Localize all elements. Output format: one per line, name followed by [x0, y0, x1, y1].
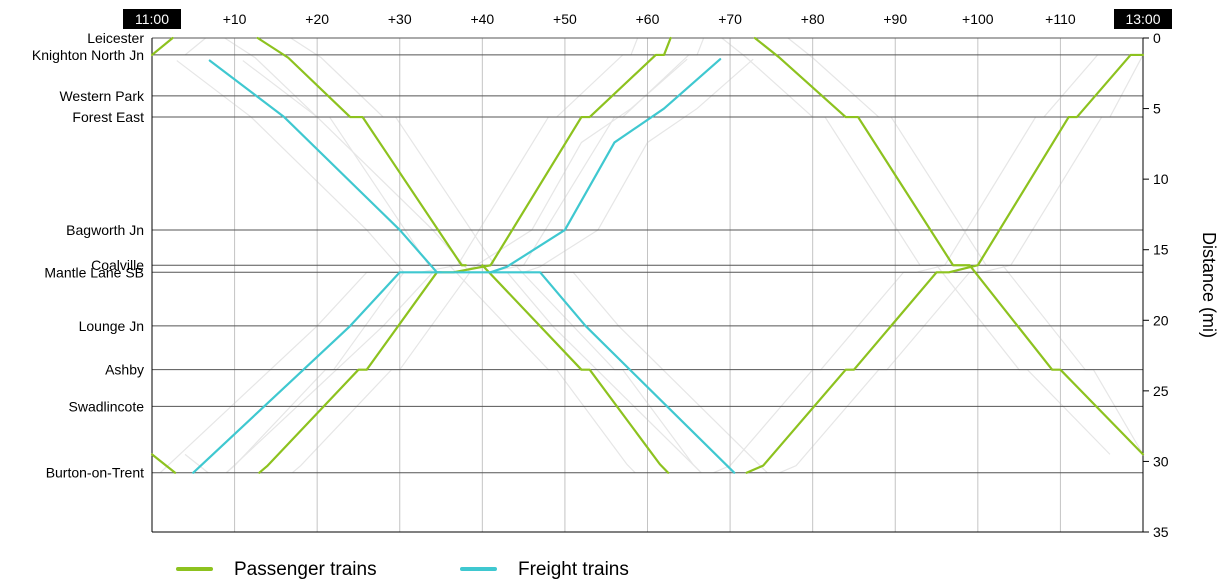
station-label: Western Park — [59, 88, 145, 104]
time-tick-label: +70 — [718, 11, 742, 27]
station-label: Ashby — [105, 362, 144, 378]
distance-tick-label: 25 — [1153, 383, 1169, 399]
ghost-path — [779, 54, 1144, 474]
ghost-path — [457, 58, 688, 273]
distance-tick-label: 35 — [1153, 524, 1169, 540]
time-start-label-box — [123, 9, 181, 29]
station-label: Swadlincote — [69, 398, 145, 414]
distance-tick-label: 10 — [1153, 171, 1169, 187]
legend-label: Freight trains — [518, 559, 629, 580]
station-label: Bagworth Jn — [66, 222, 144, 238]
time-tick-label: +30 — [388, 11, 412, 27]
station-lines-layer — [152, 37, 1143, 474]
time-tick-label: +100 — [962, 11, 994, 27]
time-tick-label: +80 — [801, 11, 825, 27]
passenger-train-path — [745, 53, 1145, 474]
ghost-path — [184, 37, 207, 56]
distance-tick-label: 5 — [1153, 101, 1161, 117]
legend: Passenger trains Freight trains — [176, 559, 629, 580]
ghost-path — [713, 54, 1110, 474]
passenger-train-path — [150, 453, 177, 474]
station-label: Coalville — [91, 257, 144, 273]
series-layer — [150, 36, 1145, 474]
time-start-label: 11:00 — [135, 11, 169, 27]
time-tick-label: +110 — [1045, 11, 1076, 27]
ghost-path — [292, 37, 705, 474]
station-label: Leicester — [87, 30, 144, 46]
station-label: Forest East — [72, 109, 144, 125]
ghost-path — [514, 264, 702, 474]
passenger-train-path — [150, 36, 174, 57]
labels-layer: +10 +20 +30 +40 +50 +60 +70 +80 +90 +100 +110 11:00… — [32, 9, 1172, 481]
ghost-path — [225, 271, 768, 474]
freight-train-path — [489, 58, 722, 274]
ghost-path — [184, 453, 209, 474]
passenger-train-path — [256, 36, 467, 267]
time-end-label-box — [1114, 9, 1172, 29]
station-label: Lounge Jn — [79, 318, 144, 334]
ghost-path — [721, 37, 1111, 455]
distance-tick-label: 0 — [1153, 30, 1161, 46]
distance-tick-label: 30 — [1153, 453, 1169, 469]
ghost-path — [242, 60, 475, 273]
ghost-path — [448, 264, 636, 474]
ghost-path — [523, 58, 754, 273]
time-tick-label: +50 — [553, 11, 577, 27]
legend-label: Passenger trains — [234, 559, 377, 580]
freight-train-path — [192, 271, 736, 474]
ghost-path — [225, 37, 639, 474]
time-tick-label: +60 — [636, 11, 660, 27]
station-label: Burton-on-Trent — [46, 465, 144, 481]
time-tick-label: +90 — [883, 11, 907, 27]
time-tick-label: +20 — [305, 11, 329, 27]
passenger-train-path — [753, 36, 1145, 456]
passenger-train-path — [481, 264, 670, 474]
ghost-path — [290, 37, 499, 266]
distance-tick-label: 20 — [1153, 312, 1169, 328]
time-tick-label: +10 — [223, 11, 247, 27]
ghost-path — [176, 60, 409, 273]
grid-layer — [234, 38, 1061, 532]
distance-axis-title: Distance (mi) — [1199, 232, 1219, 338]
distance-tick-label: 15 — [1153, 242, 1169, 258]
ghost-path — [159, 271, 702, 474]
ghost-path — [787, 37, 1144, 455]
passenger-train-path — [258, 36, 672, 474]
station-label: Knighton North Jn — [32, 47, 144, 63]
time-end-label: 13:00 — [1125, 11, 1160, 27]
station-label: Mantle Lane SB — [44, 264, 144, 280]
axes-layer: 0 5 10 15 20 25 30 35 Distance (mi) — [151, 30, 1219, 540]
time-tick-label: +40 — [470, 11, 494, 27]
